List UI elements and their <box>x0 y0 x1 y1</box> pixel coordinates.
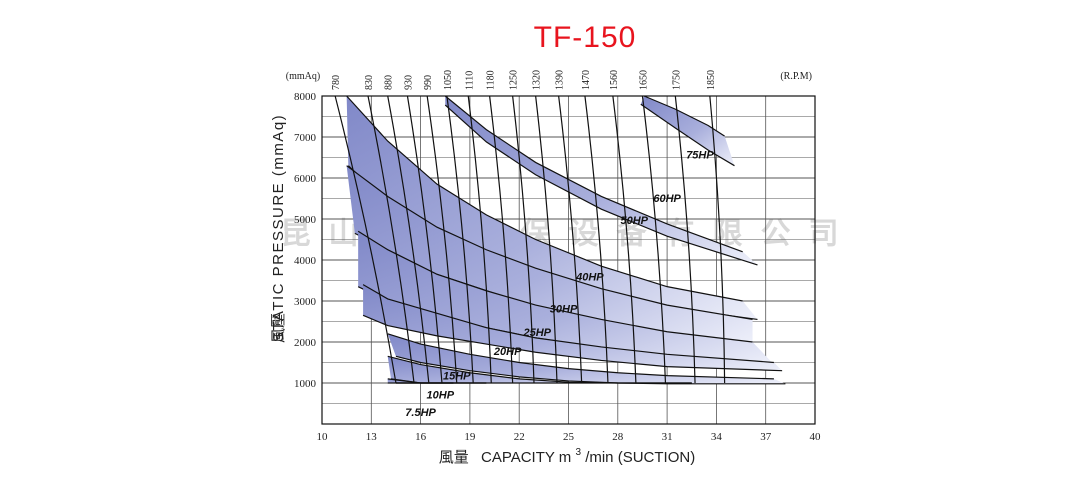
rpm-curve-1320 <box>535 95 558 384</box>
rpm-curve-1110 <box>467 95 492 384</box>
x-tick-label: 22 <box>514 431 525 443</box>
rpm-label: 1250 <box>509 70 520 90</box>
y-axis-label-cjk: 風壓 <box>271 313 287 343</box>
rpm-label: 830 <box>364 75 375 90</box>
power-label: 75HP <box>686 149 714 161</box>
rpm-label: 1110 <box>464 71 475 90</box>
y-tick-label: 2000 <box>294 337 317 349</box>
band-75hp-lower-edge <box>640 103 735 167</box>
rpm-curve-1650 <box>641 95 667 384</box>
power-label: 15HP <box>443 371 471 383</box>
y-tick-label: 3000 <box>294 296 317 308</box>
y-tick-label: 1000 <box>294 378 317 390</box>
rpm-curve-930 <box>406 95 443 384</box>
x-axis-label-tail: /min (SUCTION) <box>585 449 695 466</box>
rpm-curve-1470 <box>584 95 609 384</box>
chart-title: TF-150 <box>534 21 637 54</box>
power-label: 30HP <box>550 303 578 315</box>
band-25hp <box>363 284 783 371</box>
y-axis-label: 風壓 STATIC PRESSURE (mmAq) <box>270 114 287 343</box>
x-tick-label: 25 <box>563 431 575 443</box>
rpm-curve-1180 <box>489 95 514 384</box>
power-label: 60HP <box>653 193 681 205</box>
y-tick-label: 6000 <box>294 173 317 185</box>
rpm-label: 1470 <box>581 70 592 90</box>
x-tick-label: 16 <box>415 431 427 443</box>
x-axis-label-cjk: 風量 <box>439 450 469 466</box>
power-label: 10HP <box>427 390 455 402</box>
power-label: 25HP <box>523 327 552 339</box>
rpm-label: 990 <box>423 75 434 90</box>
band-25hp-upper-edge <box>362 284 774 364</box>
rpm-curve-780 <box>334 95 397 384</box>
rpm-label: 1850 <box>706 70 717 90</box>
rpm-label: 780 <box>331 75 342 90</box>
x-axis-label-sup: 3 <box>575 447 581 458</box>
rpm-label: 1390 <box>555 70 566 90</box>
band-15hp <box>387 356 692 383</box>
rpm-label: 1050 <box>443 70 454 90</box>
rpm-label: 880 <box>384 75 395 90</box>
band-20hp-upper-edge <box>387 333 774 380</box>
y-axis-label-text: STATIC PRESSURE (mmAq) <box>270 114 287 342</box>
x-axis-label: 風量 CAPACITY m 3 /min (SUCTION) <box>439 442 695 466</box>
rpm-label: 1180 <box>486 70 497 90</box>
top-axis-left-unit: (mmAq) <box>286 71 320 82</box>
rpm-curve-1250 <box>512 95 535 384</box>
x-tick-label: 19 <box>464 431 476 443</box>
power-label: 50HP <box>620 215 648 227</box>
power-label: 40HP <box>575 272 604 284</box>
x-tick-label: 10 <box>317 431 329 443</box>
band-75hp <box>640 96 735 166</box>
x-tick-label: 34 <box>711 431 723 443</box>
rpm-curve-830 <box>367 95 415 384</box>
rpm-label: 1750 <box>671 70 682 90</box>
band-60hp <box>445 96 758 265</box>
rpm-label: 1650 <box>638 70 649 90</box>
x-tick-label: 13 <box>366 431 378 443</box>
rpm-curve-1390 <box>558 95 583 384</box>
x-axis-label-main: CAPACITY m <box>481 449 571 466</box>
top-axis-right-unit: (R.P.M) <box>780 71 812 82</box>
x-tick-label: 28 <box>612 431 624 443</box>
x-tick-label: 37 <box>760 431 772 443</box>
plot-frame <box>321 95 816 425</box>
band-75hp-upper-edge <box>643 95 725 137</box>
band-50hp-upper-edge <box>346 95 743 302</box>
band-60hp-upper-edge <box>444 95 743 253</box>
band-20hp <box>387 333 786 384</box>
y-tick-label: 7000 <box>294 132 317 144</box>
power-label: 7.5HP <box>405 407 436 419</box>
rpm-curve-1850 <box>709 95 726 384</box>
rpm-curve-1050 <box>446 95 474 384</box>
rpm-curve-990 <box>426 95 458 384</box>
y-tick-label: 8000 <box>294 91 317 103</box>
power-label: 20HP <box>493 346 522 358</box>
y-tick-label: 4000 <box>294 255 317 267</box>
y-tick-label: 5000 <box>294 214 317 226</box>
rpm-curve-1750 <box>674 95 696 384</box>
band-30hp <box>358 231 774 365</box>
rpm-label: 1320 <box>532 70 543 90</box>
rpm-label: 1560 <box>609 70 620 90</box>
band-40hp-upper-edge <box>346 165 753 321</box>
rpm-curve-1560 <box>612 95 637 384</box>
band-20hp-lower-edge <box>395 355 786 385</box>
rpm-curve-880 <box>387 95 430 384</box>
rpm-label: 930 <box>403 75 414 90</box>
x-tick-label: 31 <box>662 431 673 443</box>
x-tick-label: 40 <box>810 431 822 443</box>
